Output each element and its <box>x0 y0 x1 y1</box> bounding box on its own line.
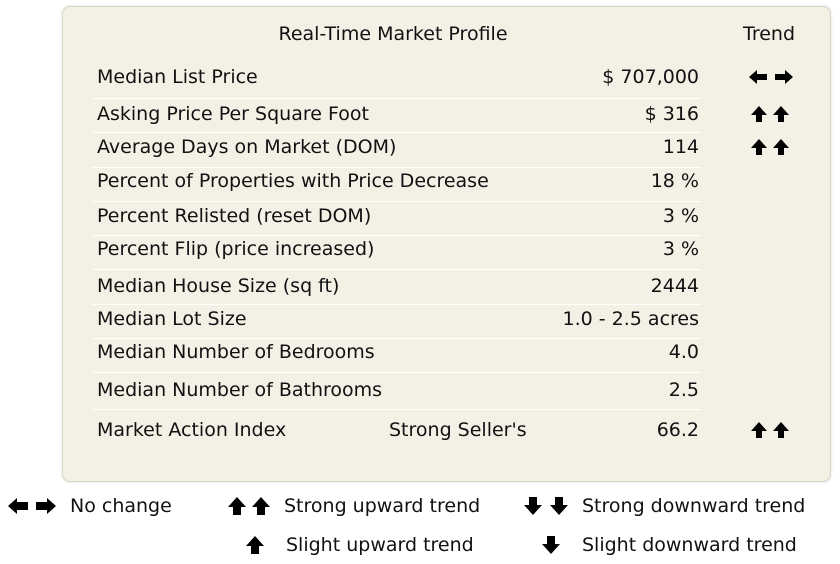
row-percent-relisted: Percent Relisted (reset DOM) 3 % <box>63 203 830 229</box>
row-label: Percent Flip (price increased) <box>97 238 375 260</box>
row-market-action-index: Market Action Index Strong Seller's 66.2 <box>63 417 830 443</box>
strong-upward-trend-icon <box>749 105 793 123</box>
row-label: Median Lot Size <box>97 308 247 330</box>
row-median-bathrooms: Median Number of Bathrooms 2.5 <box>63 377 830 403</box>
row-asking-price-per-square-foot: Asking Price Per Square Foot $ 316 <box>63 101 830 127</box>
row-label: Median List Price <box>97 66 258 88</box>
row-median-lot-size: Median Lot Size 1.0 - 2.5 acres <box>63 306 830 332</box>
row-value: 1.0 - 2.5 acres <box>562 308 699 330</box>
row-value: 3 % <box>662 238 699 260</box>
row-label: Median House Size (sq ft) <box>97 275 340 297</box>
row-value: 4.0 <box>668 341 699 363</box>
strong-upward-trend-icon <box>226 496 274 516</box>
row-value: 66.2 <box>656 419 699 441</box>
legend-label: Strong downward trend <box>582 495 806 517</box>
row-percent-price-decrease: Percent of Properties with Price Decreas… <box>63 168 830 194</box>
legend-no-change: No change <box>8 492 208 520</box>
row-divider <box>93 372 701 373</box>
row-value: $ 316 <box>644 103 699 125</box>
row-divider <box>93 132 701 133</box>
row-divider <box>93 167 701 168</box>
row-value: 2.5 <box>668 379 699 401</box>
row-divider <box>93 201 701 202</box>
legend-label: No change <box>70 495 172 517</box>
no-change-icon <box>8 496 56 516</box>
row-divider <box>93 304 701 305</box>
legend-slight-upward: Slight upward trend <box>244 531 516 559</box>
row-label: Market Action Index <box>97 419 287 441</box>
row-divider <box>93 235 701 236</box>
trend-column-header: Trend <box>743 23 795 45</box>
row-median-house-size: Median House Size (sq ft) 2444 <box>63 273 830 299</box>
row-label: Percent of Properties with Price Decreas… <box>97 170 489 192</box>
row-value: 18 % <box>650 170 699 192</box>
row-divider <box>93 98 701 99</box>
market-action-status: Strong Seller's <box>389 419 527 441</box>
legend-strong-upward: Strong upward trend <box>226 492 516 520</box>
row-label: Median Number of Bedrooms <box>97 341 375 363</box>
row-median-bedrooms: Median Number of Bedrooms 4.0 <box>63 339 830 365</box>
no-change-icon <box>749 68 793 86</box>
row-divider <box>93 409 701 410</box>
legend-slight-downward: Slight downward trend <box>540 531 838 559</box>
legend-strong-downward: Strong downward trend <box>522 492 838 520</box>
slight-upward-trend-icon <box>244 535 268 555</box>
strong-upward-trend-icon <box>749 138 793 156</box>
legend-label: Slight downward trend <box>582 534 797 556</box>
legend-label: Slight upward trend <box>286 534 474 556</box>
row-value: $ 707,000 <box>602 66 699 88</box>
row-average-days-on-market: Average Days on Market (DOM) 114 <box>63 134 830 160</box>
row-median-list-price: Median List Price $ 707,000 <box>63 64 830 90</box>
row-label: Average Days on Market (DOM) <box>97 136 397 158</box>
row-value: 114 <box>662 136 699 158</box>
row-divider <box>93 338 701 339</box>
row-label: Median Number of Bathrooms <box>97 379 383 401</box>
row-percent-flip: Percent Flip (price increased) 3 % <box>63 236 830 262</box>
strong-upward-trend-icon <box>749 421 793 439</box>
row-label: Asking Price Per Square Foot <box>97 103 369 125</box>
market-profile-panel: Real-Time Market Profile Trend Median Li… <box>62 6 831 482</box>
row-value: 2444 <box>650 275 699 297</box>
row-label: Percent Relisted (reset DOM) <box>97 205 372 227</box>
profile-title: Real-Time Market Profile <box>278 23 508 45</box>
row-value: 3 % <box>662 205 699 227</box>
row-divider <box>93 269 701 270</box>
slight-downward-trend-icon <box>540 535 564 555</box>
strong-downward-trend-icon <box>522 496 574 516</box>
legend-label: Strong upward trend <box>284 495 481 517</box>
